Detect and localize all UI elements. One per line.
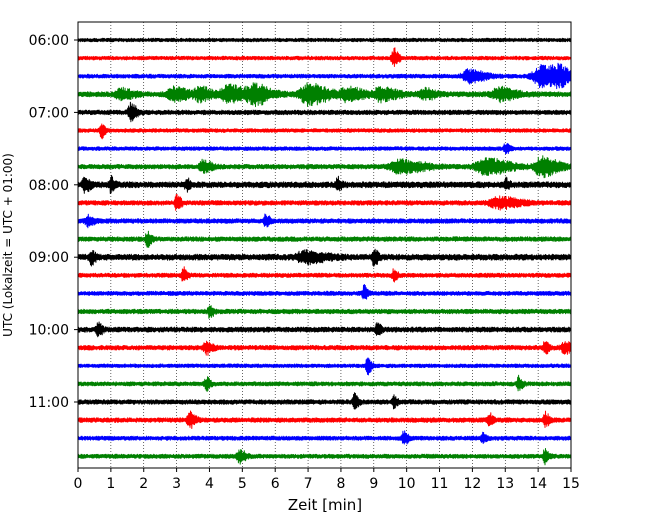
y-tick-label: 08:00: [29, 178, 69, 194]
trace-0915: [77, 266, 572, 283]
trace-1000: [77, 321, 572, 338]
y-tick-label: 11:00: [29, 395, 69, 411]
x-tick-label: 8: [336, 476, 345, 492]
x-tick-label: 15: [562, 476, 580, 492]
axis-group: 0 1 2 3 4 5 6 7 8 9 10 11 12 13 14 1506:0007:0008:0009:…: [29, 33, 580, 492]
trace-0730: [77, 142, 572, 155]
y-axis-label: UTC (Lokalzeit = UTC + 01:00): [1, 153, 15, 337]
trace-0900: [77, 248, 572, 267]
trace-0945: [77, 305, 572, 319]
y-tick-label: 10:00: [29, 323, 69, 339]
y-tick-label: 09:00: [29, 250, 69, 266]
grid-lines: [110, 22, 539, 468]
x-tick-label: 11: [431, 476, 449, 492]
trace-0600: [77, 37, 572, 43]
y-tick-label: 07:00: [29, 105, 69, 121]
plot-frame: [77, 21, 572, 469]
x-tick-label: 13: [496, 476, 514, 492]
trace-1130: [77, 430, 572, 445]
x-tick-label: 9: [369, 476, 378, 492]
trace-0700: [77, 101, 572, 123]
x-tick-label: 14: [529, 476, 547, 492]
x-tick-label: 12: [463, 476, 481, 492]
trace-1030: [77, 357, 572, 376]
trace-1045: [77, 374, 572, 392]
trace-0630: [77, 62, 572, 90]
trace-0930: [77, 284, 572, 300]
x-tick-label: 3: [172, 476, 181, 492]
x-tick-label: 2: [139, 476, 148, 492]
trace-1015: [77, 340, 572, 356]
trace-1100: [77, 392, 572, 410]
trace-0645: [77, 82, 572, 108]
trace-0800: [77, 174, 572, 194]
y-tick-label: 06:00: [29, 33, 69, 49]
trace-0845: [77, 230, 572, 248]
trace-group: [77, 37, 572, 466]
trace-0615: [77, 47, 572, 67]
x-tick-label: 5: [238, 476, 247, 492]
trace-0815: [77, 193, 572, 211]
x-tick-label: 10: [398, 476, 416, 492]
trace-0830: [77, 213, 572, 229]
x-tick-label: 1: [106, 476, 115, 492]
trace-1145: [77, 448, 572, 466]
x-tick-label: 6: [271, 476, 280, 492]
trace-1115: [77, 410, 572, 429]
x-tick-label: 4: [205, 476, 214, 492]
trace-0715: [77, 123, 572, 140]
x-tick-label: 0: [74, 476, 83, 492]
x-axis-label: Zeit [min]: [288, 496, 362, 514]
trace-0745: [77, 155, 572, 179]
x-tick-label: 7: [304, 476, 313, 492]
